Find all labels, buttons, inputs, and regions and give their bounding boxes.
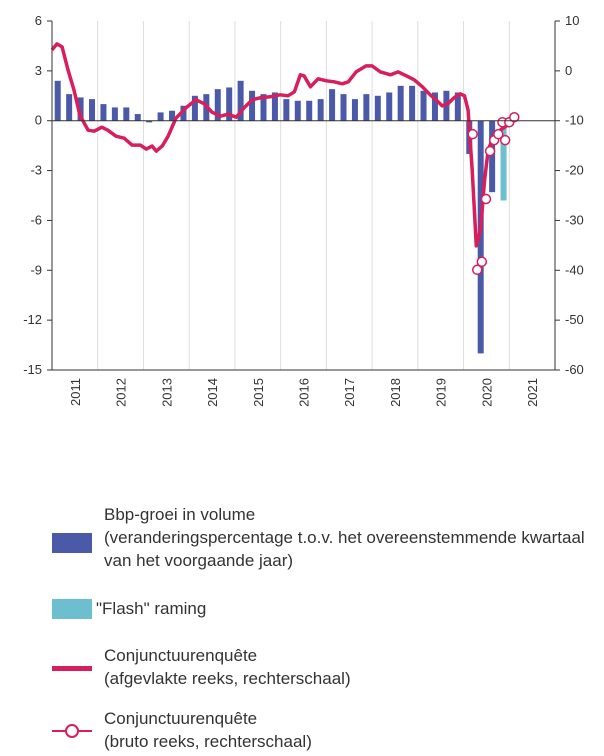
- legend-note: (bruto reeks, rechterschaal): [104, 732, 312, 751]
- bar: [294, 100, 301, 121]
- x-tick-label: 2021: [525, 378, 540, 407]
- x-tick-label: 2015: [251, 378, 266, 407]
- x-tick-label: 2011: [68, 378, 83, 406]
- bar: [306, 100, 313, 121]
- bar: [214, 89, 221, 121]
- point: [476, 256, 488, 268]
- bar: [420, 90, 427, 121]
- bar: [146, 120, 153, 123]
- frame: [51, 21, 556, 371]
- x-tick-label: 2016: [297, 378, 312, 407]
- bar: [77, 97, 84, 121]
- legend-label: "Flash" raming: [96, 599, 207, 618]
- x-tick-label: 2012: [114, 378, 129, 407]
- legend-marker: [52, 724, 92, 738]
- legend-text: "Flash" raming: [96, 597, 591, 620]
- legend-label: Conjunctuurenquête: [104, 646, 258, 665]
- bar: [249, 90, 256, 121]
- y2-tick-label: 0: [565, 63, 572, 78]
- bar: [157, 112, 164, 121]
- y-tick-label: -12: [23, 312, 42, 327]
- x-tick-label: 2013: [159, 378, 174, 407]
- bar: [260, 94, 267, 121]
- x-tick-label: 2020: [479, 378, 494, 407]
- bar: [317, 99, 324, 121]
- y-tick-label: 0: [35, 113, 42, 128]
- x-tick-label: 2017: [342, 378, 357, 407]
- bar: [363, 94, 370, 121]
- bar: [66, 94, 73, 121]
- bar: [134, 114, 141, 121]
- bar: [397, 85, 404, 121]
- bar: [169, 110, 176, 121]
- y-tick-label: 6: [35, 13, 42, 28]
- bar: [386, 92, 393, 121]
- y2-tick-label: -60: [565, 362, 584, 377]
- legend-label: Conjunctuurenquête: [104, 709, 258, 728]
- y-tick-label: -3: [30, 163, 42, 178]
- legend-swatch: [52, 599, 92, 619]
- y2-tick-label: -10: [565, 113, 584, 128]
- legend-text: Conjunctuurenquête (bruto reeks, rechters…: [104, 707, 599, 753]
- bar: [351, 99, 358, 121]
- legend-text: Conjunctuurenquête (afgevlakte reeks, rec…: [104, 644, 599, 690]
- point: [509, 111, 520, 123]
- bar: [100, 104, 107, 121]
- legend-note: (veranderingspercentage t.o.v. het overe…: [104, 528, 585, 570]
- y2-tick-label: -30: [565, 212, 584, 227]
- point: [472, 264, 483, 276]
- bar: [477, 120, 484, 354]
- bar: [191, 95, 198, 121]
- y-tick-label: -15: [23, 362, 42, 377]
- bar: [500, 120, 507, 201]
- point: [480, 193, 492, 205]
- point: [493, 128, 504, 140]
- bar: [489, 120, 496, 193]
- bar: [180, 105, 187, 121]
- bar: [89, 99, 96, 121]
- legend-swatch: [52, 666, 92, 671]
- bar: [329, 89, 336, 121]
- bar: [123, 107, 130, 121]
- point: [484, 145, 496, 157]
- x-tick-label: 2019: [434, 378, 449, 407]
- line: [50, 42, 514, 248]
- y-tick-label: -9: [30, 262, 42, 277]
- bar: [283, 99, 290, 121]
- bar: [409, 85, 416, 121]
- legend-point: [65, 724, 79, 738]
- bar: [431, 92, 438, 121]
- bar: [340, 94, 347, 121]
- legend-note: (afgevlakte reeks, rechterschaal): [104, 669, 351, 688]
- point: [499, 134, 511, 146]
- legend-label: Bbp-groei in volume: [104, 505, 256, 524]
- y2-tick-label: -40: [565, 262, 584, 277]
- bar: [374, 95, 381, 121]
- x-tick-label: 2018: [388, 378, 403, 407]
- bar: [54, 80, 61, 121]
- bar: [271, 92, 278, 121]
- legend-text: Bbp-groei in volume (veranderingspercenta…: [104, 503, 599, 572]
- bar: [111, 107, 118, 121]
- y2-tick-label: -50: [565, 312, 584, 327]
- y-tick-label: 3: [35, 63, 42, 78]
- bar: [237, 80, 244, 121]
- bar: [454, 92, 461, 121]
- x-tick-label: 2014: [205, 378, 220, 407]
- bar: [226, 87, 233, 121]
- y2-tick-label: 10: [565, 13, 579, 28]
- point: [467, 128, 478, 140]
- chart: 2011 2012 2013 2014 2015 2016 2017 2018 2019 2020…: [23, 13, 584, 407]
- y-tick-label: -6: [30, 212, 42, 227]
- y2-tick-label: -20: [565, 163, 584, 178]
- legend-swatch: [52, 533, 92, 553]
